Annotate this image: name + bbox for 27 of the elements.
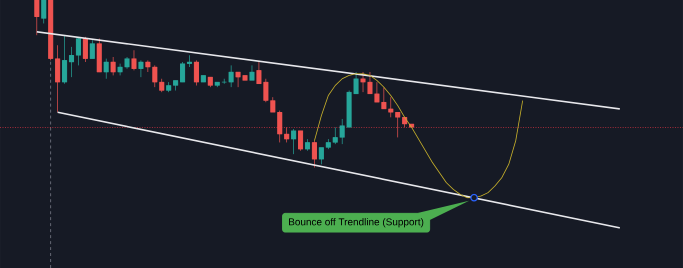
candlestick <box>360 72 366 93</box>
candlestick <box>68 46 74 78</box>
candlestick <box>208 76 213 88</box>
candlestick <box>41 0 46 24</box>
candlestick <box>249 64 255 81</box>
candlestick <box>104 58 109 80</box>
candlestick <box>118 63 123 76</box>
candlestick <box>138 60 144 78</box>
candlestick <box>236 72 241 88</box>
text: Bounce off Trendline (Support) <box>289 218 424 228</box>
candlestick <box>228 64 234 88</box>
candlestick <box>76 36 81 66</box>
candlestick <box>194 60 199 86</box>
candlestick <box>90 40 95 59</box>
candlestick <box>291 128 296 154</box>
candlestick <box>110 56 116 76</box>
candlestick <box>304 138 310 152</box>
candlestick <box>186 54 192 68</box>
candlestick <box>62 34 68 84</box>
candlestick <box>124 56 130 70</box>
candlestick <box>82 36 88 62</box>
candlestick <box>312 140 317 168</box>
candlestick <box>180 62 186 82</box>
candlestick <box>34 0 40 36</box>
candlestick <box>131 50 137 71</box>
candlestick <box>298 130 304 152</box>
candlestick <box>367 72 372 94</box>
